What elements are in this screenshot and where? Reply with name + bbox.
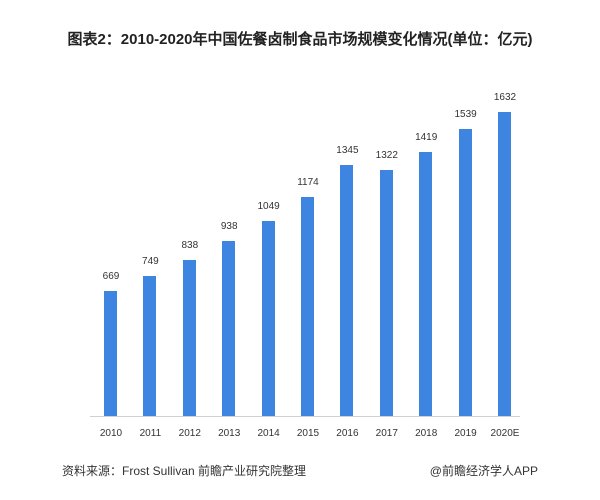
x-tick-label: 2012 — [178, 428, 201, 439]
x-tick-label: 2013 — [218, 428, 241, 439]
data-label: 1345 — [336, 145, 359, 157]
x-tick-label: 2011 — [139, 428, 162, 439]
x-tick-label: 2014 — [257, 428, 280, 439]
data-label: 1322 — [375, 149, 398, 161]
data-label: 1632 — [493, 91, 517, 103]
data-label: 1539 — [454, 109, 477, 121]
chart-title: 图表2：2010-2020年中国佐餐卤制食品市场规模变化情况(单位：亿元) — [67, 31, 533, 48]
bar — [379, 169, 393, 416]
source-note: 资料来源：Frost Sullivan 前瞻产业研究院整理 — [62, 464, 307, 478]
x-tick-label: 2016 — [336, 428, 359, 439]
bar — [301, 197, 314, 416]
bar — [340, 165, 354, 416]
bar — [498, 111, 511, 416]
bar — [419, 151, 433, 416]
data-label: 749 — [142, 256, 159, 268]
data-label: 1049 — [257, 200, 280, 212]
x-tick-label: 2018 — [415, 428, 438, 439]
data-label: 669 — [102, 271, 120, 283]
bar — [143, 276, 157, 416]
x-tick-label: 2010 — [99, 428, 123, 439]
data-label: 938 — [220, 221, 238, 233]
bar — [222, 241, 236, 416]
bar — [458, 129, 472, 416]
data-label: 838 — [181, 239, 199, 251]
bar — [182, 259, 196, 416]
bar — [261, 220, 275, 416]
x-tick-label: 2019 — [454, 428, 477, 439]
x-tick-label: 2020E — [490, 428, 520, 439]
x-tick-label: 2015 — [296, 428, 320, 439]
brand-note: @前瞻经济学人APP — [429, 464, 538, 478]
data-label: 1174 — [297, 177, 319, 189]
x-axis — [90, 416, 520, 417]
bar — [104, 291, 117, 416]
data-label: 1419 — [415, 131, 438, 143]
x-tick-label: 2017 — [375, 428, 398, 439]
